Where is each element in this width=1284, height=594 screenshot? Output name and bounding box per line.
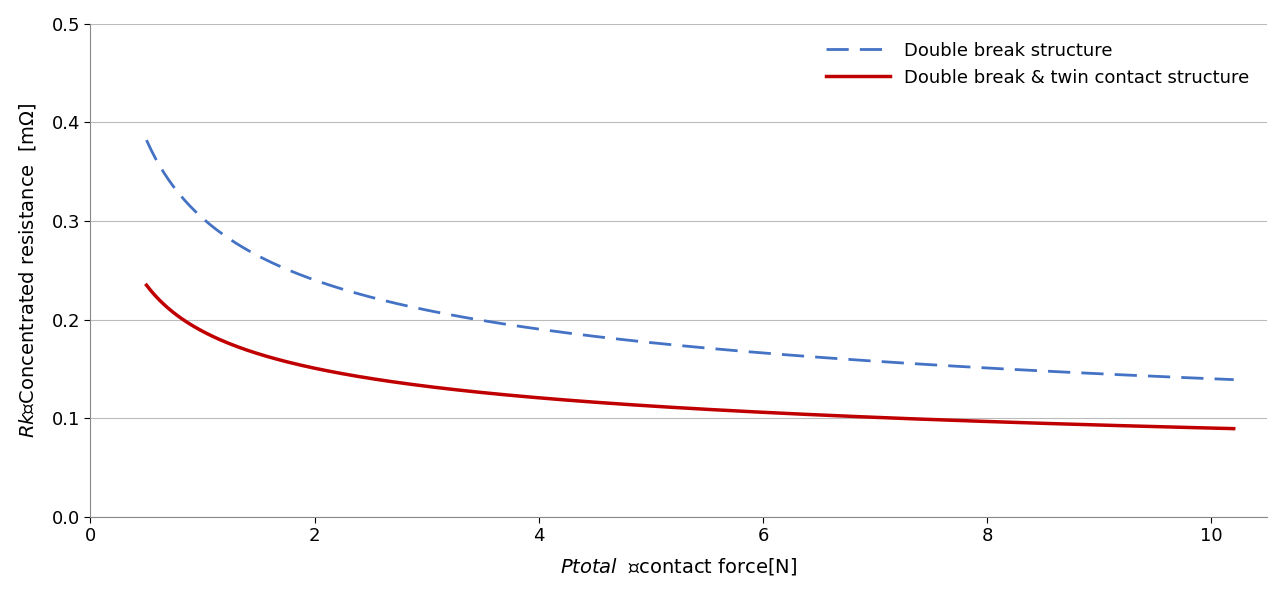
Double break & twin contact structure — [139, 282, 154, 289]
Double break & twin contact structure — [727, 407, 742, 415]
Double break structure — [727, 347, 742, 354]
Line: Double break structure: Double break structure — [146, 140, 1234, 380]
Double break structure — [661, 341, 677, 348]
Double break & twin contact structure — [1030, 419, 1045, 426]
Double break structure — [1030, 367, 1045, 374]
X-axis label: $\mathit{Ptotal}$  ：contact force[N]: $\mathit{Ptotal}$ ：contact force[N] — [560, 557, 797, 577]
Double break structure — [1199, 375, 1215, 382]
Double break structure — [786, 352, 801, 359]
Double break & twin contact structure — [786, 410, 801, 418]
Double break & twin contact structure — [661, 403, 677, 410]
Double break & twin contact structure — [1226, 425, 1242, 432]
Double break structure — [139, 137, 154, 144]
Double break & twin contact structure — [655, 403, 670, 410]
Line: Double break & twin contact structure: Double break & twin contact structure — [146, 285, 1234, 429]
Double break structure — [655, 340, 670, 347]
Y-axis label: $\mathit{Rk}$：Concentrated resistance  [m$\Omega$]: $\mathit{Rk}$：Concentrated resistance [m… — [17, 102, 37, 438]
Double break structure — [1226, 376, 1242, 383]
Legend: Double break structure, Double break & twin contact structure: Double break structure, Double break & t… — [818, 33, 1258, 96]
Double break & twin contact structure — [1199, 425, 1215, 432]
